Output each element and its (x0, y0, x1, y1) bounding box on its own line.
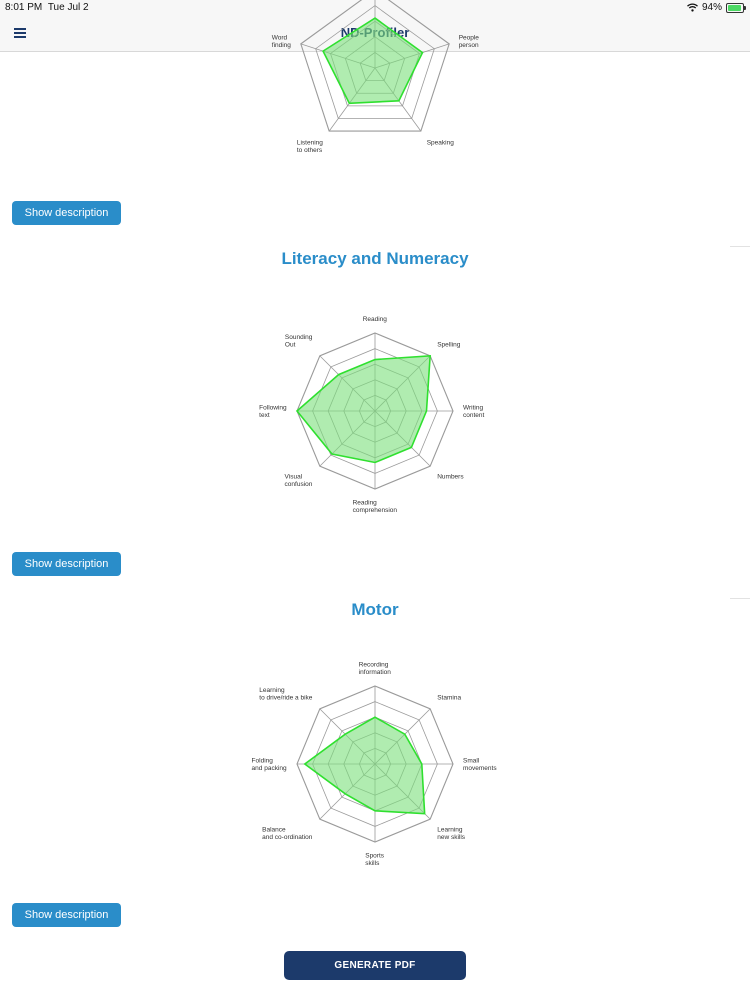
radar-data-area (322, 17, 424, 105)
radar-axis-label-line: person (459, 42, 479, 49)
status-time: 8:01 PM Tue Jul 2 (5, 2, 89, 13)
radar-axis-label-line: and packing (252, 765, 287, 772)
radar-axis-label-line: Sports (365, 852, 385, 859)
section-title-motor: Motor (351, 600, 399, 619)
hamburger-menu-icon[interactable] (14, 28, 28, 39)
show-description-button[interactable]: Show description (12, 552, 121, 576)
radar-axis-label-line: Numbers (437, 473, 464, 480)
radar-axis-label-line: Reading (353, 499, 378, 506)
radar-axis-label-line: Learning (437, 826, 463, 833)
radar-axis-label-line: movements (463, 765, 497, 772)
radar-axis-label-line: Out (285, 342, 296, 349)
radar-axis-label-line: confusion (285, 481, 313, 488)
radar-axis-label: Numbers (437, 473, 464, 480)
radar-axis-label-line: content (463, 412, 485, 419)
generate-pdf-button[interactable]: GENERATE PDF (284, 951, 466, 980)
show-description-button[interactable]: Show description (12, 903, 121, 927)
radar-axis-label-line: Listening (297, 139, 323, 146)
radar-axis-label-line: Recording (359, 661, 389, 668)
radar-axis-label-line: to others (297, 147, 323, 154)
radar-axis-label-line: new skills (437, 834, 466, 841)
wifi-icon (687, 3, 698, 12)
radar-axis-label: Reading (363, 316, 388, 323)
radar-axis-label: Spelling (437, 342, 461, 349)
radar-axis-label-line: Balance (262, 826, 286, 833)
radar-axis-label-line: Speaking (427, 139, 454, 146)
radar-data-area (303, 716, 426, 815)
radar-axis-label-line: Small (463, 758, 480, 765)
radar-axis-label: Speaking (427, 139, 454, 146)
radar-axis-label-line: Following (259, 405, 287, 412)
radar-axis-label-line: Writing (463, 405, 483, 412)
radar-data-area (295, 354, 432, 464)
radar-axis-label-line: and co-ordination (262, 834, 313, 841)
radar-axis-label-line: to drive/ride a bike (259, 695, 312, 702)
status-right: 94% (687, 2, 746, 13)
section-title-literacy: Literacy and Numeracy (281, 249, 469, 268)
radar-axis-label: Stamina (437, 695, 461, 702)
radar-axis-label-line: Word (272, 34, 288, 41)
battery-percent: 94% (701, 2, 722, 13)
radar-grid-ring (315, 5, 435, 119)
radar-grid-ring (300, 0, 450, 132)
section-divider (730, 246, 750, 247)
radar-axis-label-line: Stamina (437, 695, 461, 702)
radar-axis-label-line: Visual (285, 473, 303, 480)
radar-chart-social-communication: SocialengagementPeoplepersonSpeakingList… (272, 0, 480, 154)
section-divider (730, 598, 750, 599)
radar-axis-label-line: Spelling (437, 342, 461, 349)
show-description-button[interactable]: Show description (12, 201, 121, 225)
radar-axis-label-line: information (359, 669, 392, 676)
radar-axis-label-line: finding (272, 42, 292, 49)
radar-axis-label-line: skills (365, 860, 380, 867)
radar-axis-label-line: text (259, 412, 270, 419)
radar-axis-label-line: People (459, 34, 480, 41)
radar-axis-label-line: Learning (259, 687, 285, 694)
battery-icon (726, 2, 746, 13)
radar-axis-label-line: Sounding (285, 334, 313, 341)
radar-axis-label-line: comprehension (353, 507, 398, 514)
radar-axis-label-line: Reading (363, 316, 388, 323)
radar-axis-label-line: Folding (252, 758, 274, 765)
